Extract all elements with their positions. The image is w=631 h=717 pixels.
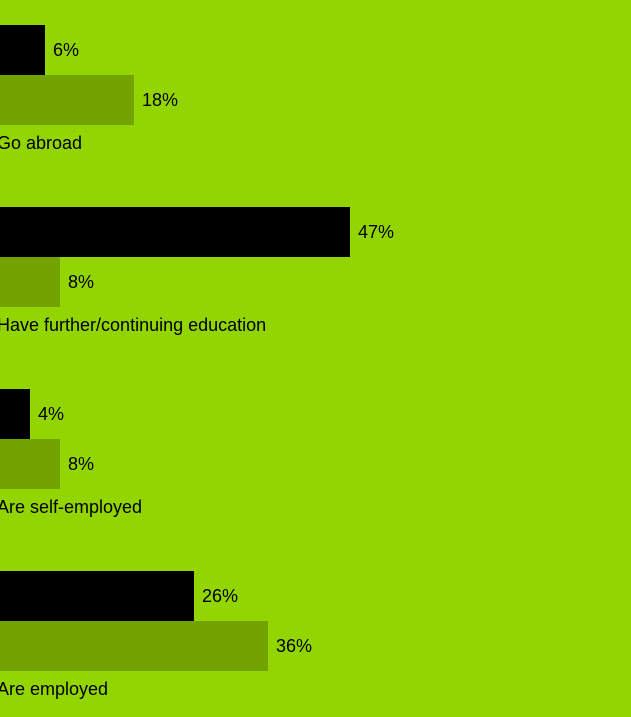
bar-series-a (0, 207, 350, 257)
bar-series-b (0, 439, 60, 489)
bar-value-label: 36% (276, 636, 313, 656)
bar-value-label: 26% (202, 586, 239, 606)
bar-series-a (0, 389, 30, 439)
category-label: Are employed (0, 679, 109, 699)
bar-value-label: 6% (53, 40, 80, 60)
bar-value-label: 47% (358, 222, 395, 242)
category-label: Are self-employed (0, 497, 143, 517)
bar-value-label: 8% (68, 272, 95, 292)
bar-value-label: 18% (142, 90, 179, 110)
category-label: Go abroad (0, 133, 83, 153)
bar-series-b (0, 257, 60, 307)
bar-series-b (0, 75, 134, 125)
bar-value-label: 8% (68, 454, 95, 474)
category-label: Have further/continuing education (0, 315, 267, 335)
bar-value-label: 4% (38, 404, 65, 424)
bar-series-a (0, 25, 45, 75)
bar-series-a (0, 571, 194, 621)
bar-series-b (0, 621, 268, 671)
